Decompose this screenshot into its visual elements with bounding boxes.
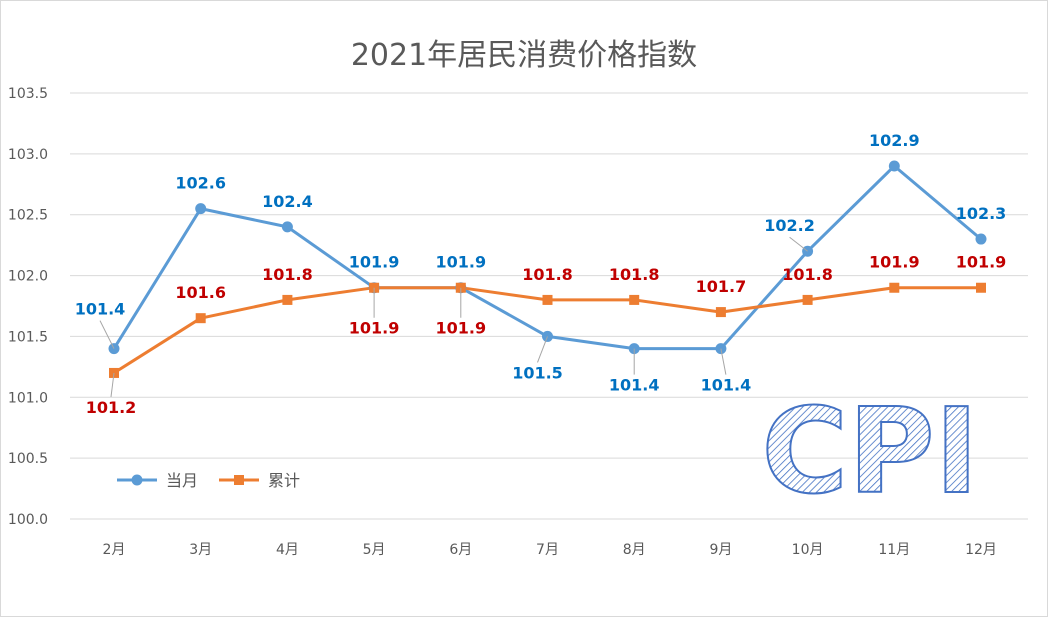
data-label-cumulative: 101.8 xyxy=(782,265,833,284)
series-0-point xyxy=(888,160,900,172)
legend-label-cumulative: 累计 xyxy=(268,471,300,490)
y-tick-label: 100.0 xyxy=(8,512,48,528)
x-axis-ticks: 2月 3月 4月 5月 6月 7月 8月 9月 10月 11月 12月 xyxy=(103,542,997,558)
x-tick-label: 8月 xyxy=(623,542,646,558)
data-label-current: 101.4 xyxy=(75,300,126,319)
series-layer xyxy=(108,160,987,378)
y-axis-ticks: 100.0 100.5 101.0 101.5 102.0 102.5 103.0 103.5 xyxy=(8,86,48,528)
data-label-cumulative: 101.6 xyxy=(175,283,226,302)
y-tick-label: 103.5 xyxy=(8,86,48,102)
legend-marker-current xyxy=(131,474,143,486)
data-label-current: 101.4 xyxy=(701,376,752,395)
data-label-cumulative: 101.9 xyxy=(869,253,920,272)
data-label-current: 102.2 xyxy=(764,216,815,235)
data-label-cumulative: 101.9 xyxy=(956,253,1007,272)
data-label-current: 101.9 xyxy=(435,253,486,272)
data-label-cumulative: 101.9 xyxy=(349,319,400,338)
y-tick-label: 101.0 xyxy=(8,390,48,406)
series-0-point xyxy=(281,221,293,233)
data-label-cumulative: 101.8 xyxy=(262,265,313,284)
x-tick-label: 3月 xyxy=(189,542,212,558)
x-tick-label: 5月 xyxy=(363,542,386,558)
y-tick-label: 101.5 xyxy=(8,329,48,345)
series-1-point xyxy=(282,294,293,305)
y-tick-label: 103.0 xyxy=(8,147,48,163)
series-1-point xyxy=(802,294,813,305)
data-label-cumulative: 101.7 xyxy=(696,277,747,296)
series-1-point xyxy=(976,282,986,293)
series-1-point xyxy=(889,282,900,293)
x-tick-label: 12月 xyxy=(965,542,997,558)
data-labels: 101.4 102.6 102.4 101.9 101.9 101.5 101.4 101.4… xyxy=(75,131,1007,417)
label-leader-line xyxy=(99,320,115,349)
y-tick-label: 102.0 xyxy=(8,269,48,285)
data-label-current: 102.9 xyxy=(869,131,920,150)
y-tick-label: 102.5 xyxy=(8,208,48,224)
series-1-point xyxy=(629,294,640,305)
x-tick-label: 6月 xyxy=(449,542,472,558)
data-label-current: 101.9 xyxy=(349,253,400,272)
data-label-current: 102.4 xyxy=(262,192,313,211)
data-label-cumulative: 101.8 xyxy=(609,265,660,284)
data-label-cumulative: 101.2 xyxy=(86,398,137,417)
legend: 当月 累计 xyxy=(117,471,300,490)
x-tick-label: 2月 xyxy=(103,542,126,558)
data-label-current: 102.3 xyxy=(956,204,1007,223)
x-tick-label: 9月 xyxy=(709,542,732,558)
series-1-point xyxy=(195,313,206,324)
label-leader-line xyxy=(720,348,727,375)
series-0-point xyxy=(195,203,207,215)
series-0-point xyxy=(975,233,987,245)
series-line-0 xyxy=(112,164,982,351)
x-tick-label: 11月 xyxy=(878,542,910,558)
data-label-current: 102.6 xyxy=(175,174,226,193)
label-leader-line xyxy=(110,372,115,398)
label-leader-line xyxy=(537,336,548,363)
label-leader-line xyxy=(789,236,808,252)
data-label-cumulative: 101.9 xyxy=(435,319,486,338)
legend-marker-cumulative xyxy=(234,475,244,485)
series-1-point xyxy=(715,307,726,318)
x-tick-label: 7月 xyxy=(536,542,559,558)
data-label-cumulative: 101.8 xyxy=(522,265,573,284)
data-label-current: 101.4 xyxy=(609,376,660,395)
data-label-current: 101.5 xyxy=(512,363,563,382)
legend-label-current: 当月 xyxy=(166,471,198,490)
x-tick-label: 10月 xyxy=(792,542,824,558)
x-tick-label: 4月 xyxy=(276,542,299,558)
series-1-point xyxy=(542,294,553,305)
chart-title: 2021年居民消费价格指数 xyxy=(350,38,698,73)
cpi-watermark: CPI xyxy=(762,382,979,520)
y-tick-label: 100.5 xyxy=(8,451,48,467)
